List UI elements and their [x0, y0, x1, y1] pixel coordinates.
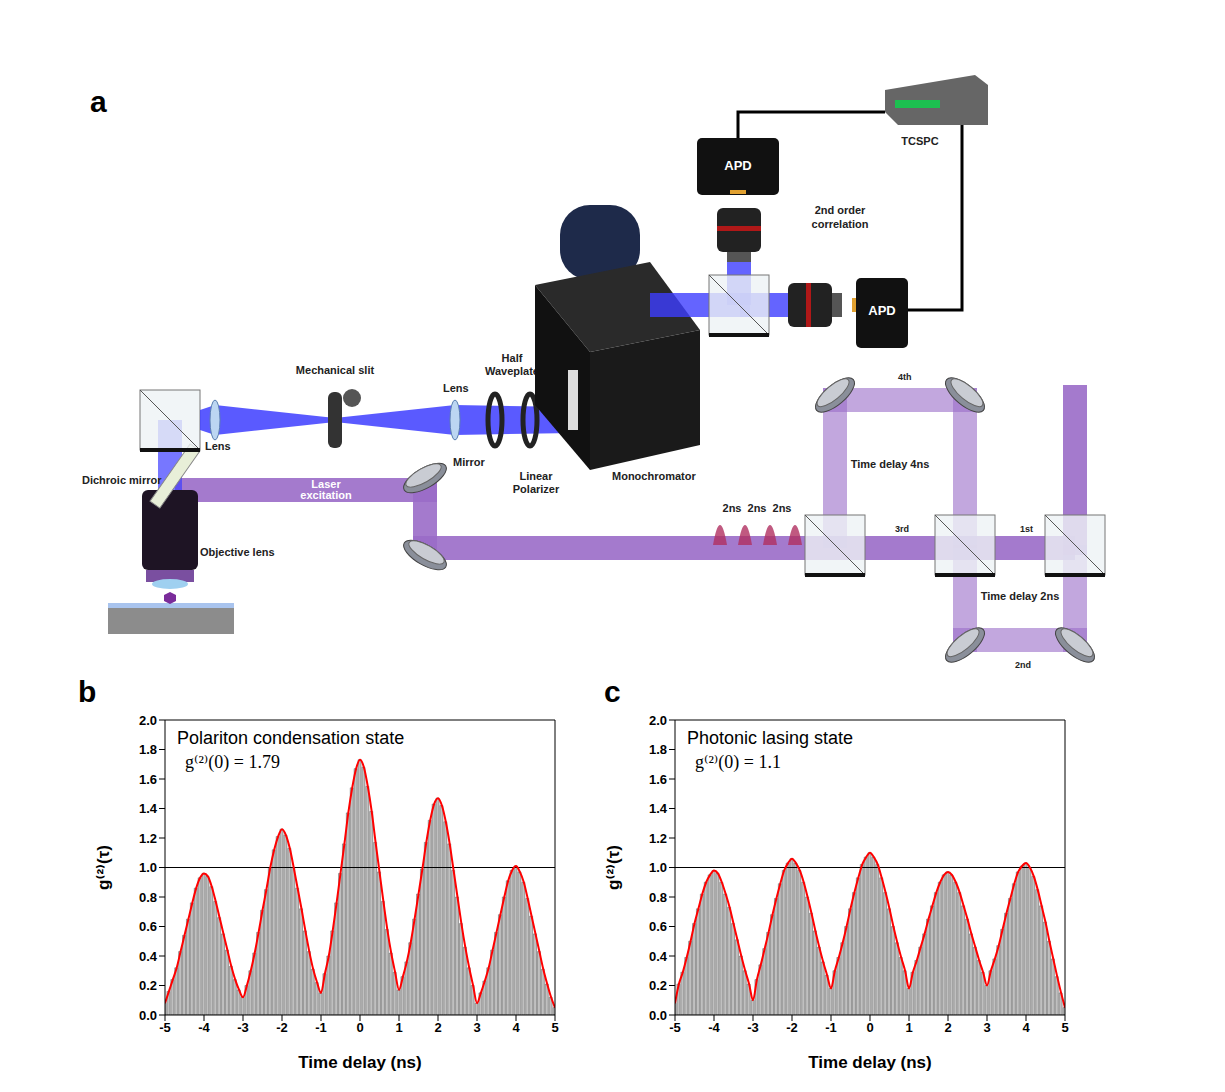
svg-text:TCSPC: TCSPC: [901, 135, 938, 147]
svg-text:2: 2: [434, 1020, 441, 1035]
svg-text:1: 1: [395, 1020, 402, 1035]
svg-text:1.8: 1.8: [139, 742, 157, 757]
svg-text:1.6: 1.6: [649, 772, 667, 787]
svg-text:2ns: 2ns: [723, 502, 742, 514]
svg-text:-4: -4: [198, 1020, 210, 1035]
svg-text:0.2: 0.2: [139, 978, 157, 993]
svg-text:-4: -4: [708, 1020, 720, 1035]
svg-text:2nd order: 2nd order: [815, 204, 866, 216]
svg-text:Laser: Laser: [311, 478, 341, 490]
svg-text:g⁽²⁾(τ): g⁽²⁾(τ): [94, 845, 113, 890]
svg-text:-2: -2: [786, 1020, 798, 1035]
html-text:b: b: [78, 675, 97, 708]
svg-text:a: a: [90, 85, 107, 118]
svg-text:Lens: Lens: [205, 440, 231, 452]
svg-text:0.8: 0.8: [649, 890, 667, 905]
svg-text:Half: Half: [502, 352, 523, 364]
svg-text:0: 0: [356, 1020, 363, 1035]
svg-text:0.4: 0.4: [139, 949, 158, 964]
svg-text:Linear: Linear: [519, 470, 553, 482]
svg-text:Mirror: Mirror: [453, 456, 486, 468]
svg-text:2.0: 2.0: [649, 713, 667, 728]
svg-text:1.2: 1.2: [139, 831, 157, 846]
svg-text:1: 1: [905, 1020, 912, 1035]
svg-text:1.4: 1.4: [649, 801, 668, 816]
svg-text:-1: -1: [315, 1020, 327, 1035]
svg-text:-5: -5: [159, 1020, 171, 1035]
svg-text:3rd: 3rd: [895, 524, 909, 534]
svg-text:Time delay 2ns: Time delay 2ns: [981, 590, 1060, 602]
svg-text:5: 5: [551, 1020, 558, 1035]
svg-text:0.8: 0.8: [139, 890, 157, 905]
svg-text:1.2: 1.2: [649, 831, 667, 846]
svg-text:-3: -3: [237, 1020, 249, 1035]
svg-text:0.6: 0.6: [649, 919, 667, 934]
svg-text:0.2: 0.2: [649, 978, 667, 993]
svg-text:4: 4: [1022, 1020, 1030, 1035]
svg-text:4th: 4th: [898, 372, 912, 382]
svg-text:4: 4: [512, 1020, 520, 1035]
svg-text:3: 3: [473, 1020, 480, 1035]
svg-text:1.6: 1.6: [139, 772, 157, 787]
svg-text:1.0: 1.0: [139, 860, 157, 875]
svg-text:0: 0: [866, 1020, 873, 1035]
html-text:Photonic lasing state: Photonic lasing state: [687, 728, 854, 748]
svg-text:2ns: 2ns: [748, 502, 767, 514]
svg-text:Dichroic mirror: Dichroic mirror: [82, 474, 162, 486]
svg-text:correlation: correlation: [812, 218, 869, 230]
svg-text:Time delay (ns): Time delay (ns): [298, 1053, 421, 1072]
svg-text:g⁽²⁾(τ): g⁽²⁾(τ): [604, 845, 623, 890]
html-text:g⁽²⁾(0) = 1.1: g⁽²⁾(0) = 1.1: [695, 752, 781, 772]
svg-text:Lens: Lens: [443, 382, 469, 394]
svg-text:APD: APD: [868, 303, 895, 318]
svg-text:Monochromator: Monochromator: [612, 470, 696, 482]
svg-text:Waveplate: Waveplate: [485, 365, 539, 377]
svg-text:0.0: 0.0: [649, 1008, 667, 1023]
svg-text:3: 3: [983, 1020, 990, 1035]
svg-text:Mechanical slit: Mechanical slit: [296, 364, 375, 376]
svg-text:2: 2: [944, 1020, 951, 1035]
svg-text:0.6: 0.6: [139, 919, 157, 934]
html-text:c: c: [604, 675, 621, 708]
svg-text:-2: -2: [276, 1020, 288, 1035]
svg-text:2.0: 2.0: [139, 713, 157, 728]
svg-text:1.0: 1.0: [649, 860, 667, 875]
svg-text:5: 5: [1061, 1020, 1068, 1035]
svg-text:0.0: 0.0: [139, 1008, 157, 1023]
svg-text:2nd: 2nd: [1015, 660, 1031, 670]
svg-text:-3: -3: [747, 1020, 759, 1035]
svg-text:Objective lens: Objective lens: [200, 546, 275, 558]
svg-text:-1: -1: [825, 1020, 837, 1035]
svg-text:2ns: 2ns: [773, 502, 792, 514]
svg-text:excitation: excitation: [300, 489, 352, 501]
svg-text:1.8: 1.8: [649, 742, 667, 757]
html-text:Polariton condensation state: Polariton condensation state: [177, 728, 405, 748]
svg-text:Time delay 4ns: Time delay 4ns: [851, 458, 930, 470]
svg-text:-5: -5: [669, 1020, 681, 1035]
svg-text:1.4: 1.4: [139, 801, 158, 816]
html-text:g⁽²⁾(0) = 1.79: g⁽²⁾(0) = 1.79: [185, 752, 280, 772]
svg-text:1st: 1st: [1020, 524, 1033, 534]
svg-text:Time delay (ns): Time delay (ns): [808, 1053, 931, 1072]
svg-text:APD: APD: [724, 158, 751, 173]
svg-text:0.4: 0.4: [649, 949, 668, 964]
svg-text:Polarizer: Polarizer: [513, 483, 560, 495]
